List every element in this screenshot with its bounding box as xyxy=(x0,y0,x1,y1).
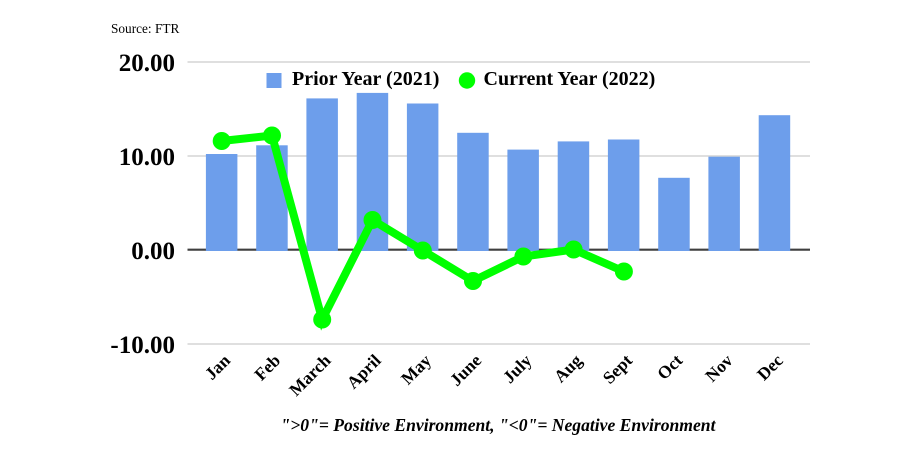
svg-text:-10.00: -10.00 xyxy=(110,332,175,359)
svg-text:0.00: 0.00 xyxy=(131,238,175,265)
svg-text:">0"= Positive Environment, "<: ">0"= Positive Environment, "<0"= Negati… xyxy=(281,415,717,435)
svg-text:Prior Year (2021): Prior Year (2021) xyxy=(292,68,439,90)
svg-text:10.00: 10.00 xyxy=(119,144,175,171)
svg-text:20.00: 20.00 xyxy=(119,50,175,77)
svg-text:Source: FTR: Source: FTR xyxy=(111,21,179,36)
svg-text:Current Year (2022): Current Year (2022) xyxy=(484,68,656,90)
